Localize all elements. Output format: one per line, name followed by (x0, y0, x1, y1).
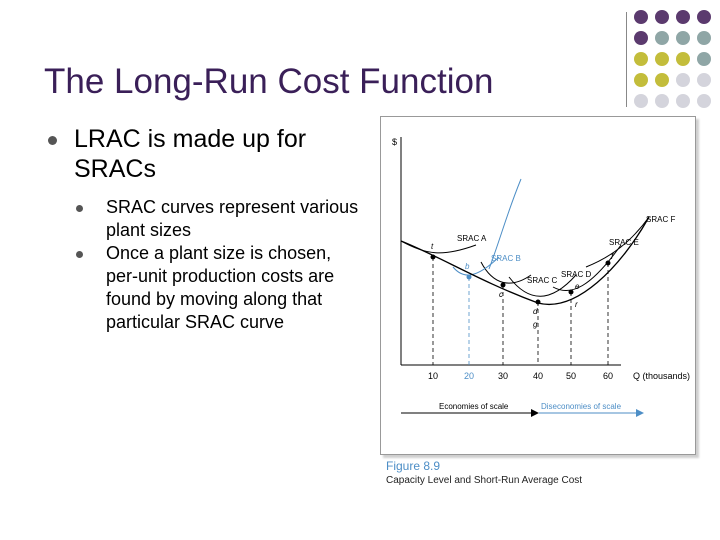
decor-dot (697, 94, 711, 108)
point-label: e (575, 282, 580, 291)
x-tick-label: 30 (498, 371, 508, 381)
economies-label: Economies of scale (439, 402, 509, 411)
srac-d-curve (508, 274, 577, 297)
figure-caption: Figure 8.9 Capacity Level and Short-Run … (386, 458, 582, 488)
point-label: r (575, 300, 578, 309)
highlight-arrow-line (488, 178, 522, 270)
curve-label: SRAC C (527, 276, 557, 285)
divider-line (626, 12, 627, 107)
decor-dot (676, 94, 690, 108)
sub-bullet-dot-icon (76, 251, 83, 258)
decor-dot (655, 31, 669, 45)
decor-dot (634, 31, 648, 45)
srac-a-curve (400, 240, 477, 254)
srac-e-curve (552, 244, 622, 292)
sub-bullet-text: Once a plant size is chosen, per-unit pr… (106, 243, 335, 332)
srac-c-curve (480, 261, 532, 284)
x-tick-label: 50 (566, 371, 576, 381)
decor-dot (634, 73, 648, 87)
sub-bullet-item: Once a plant size is chosen, per-unit pr… (48, 242, 368, 334)
curve-label: SRAC E (609, 238, 639, 247)
point-label: f (611, 252, 614, 261)
cost-diagram: $ Q (thousands) 10 20 30 40 50 60 (392, 137, 690, 417)
drop-lines (432, 257, 609, 365)
x-tick-label: 60 (603, 371, 613, 381)
decor-dot (697, 52, 711, 66)
decor-dot (655, 10, 669, 24)
x-axis-label: Q (thousands) (633, 371, 690, 381)
srac-b-curve (452, 256, 500, 276)
bullet-list: LRAC is made up for SRACs SRAC curves re… (48, 124, 368, 334)
srac-f-curve (585, 216, 650, 268)
bullet-dot-icon (48, 136, 57, 145)
point-label: g (533, 320, 538, 329)
curve-label: SRAC F (646, 215, 675, 224)
sub-bullet-item: SRAC curves represent various plant size… (48, 196, 368, 242)
highlight-point (466, 274, 472, 280)
economies-arrowhead-icon (531, 409, 539, 417)
bullet-text: LRAC is made up for SRACs (74, 125, 307, 183)
decor-dot (676, 52, 690, 66)
decor-dot (676, 31, 690, 45)
decor-dot (655, 94, 669, 108)
diseconomies-label: Diseconomies of scale (541, 402, 622, 411)
sub-bullet-text: SRAC curves represent various plant size… (106, 197, 359, 240)
decor-dot (655, 73, 669, 87)
sub-bullet-dot-icon (76, 205, 83, 212)
x-tick-label: 40 (533, 371, 543, 381)
point-label: d (533, 307, 538, 316)
curve-label: SRAC D (561, 270, 591, 279)
decor-dot (634, 94, 648, 108)
cost-figure: $ Q (thousands) 10 20 30 40 50 60 (380, 116, 696, 455)
y-axis-label: $ (392, 137, 397, 147)
sub-bullet-list: SRAC curves represent various plant size… (48, 196, 368, 334)
curve-label: SRAC B (491, 254, 521, 263)
slide-title: The Long-Run Cost Function (44, 62, 494, 101)
decor-dot (697, 31, 711, 45)
decor-dot (676, 73, 690, 87)
point-label: t (431, 242, 434, 251)
decor-dot (634, 52, 648, 66)
point-label: b (465, 262, 470, 271)
diseconomies-arrowhead-icon (636, 409, 644, 417)
srac-curves (400, 216, 650, 297)
curve-points (430, 254, 611, 305)
bullet-item: LRAC is made up for SRACs (48, 124, 368, 184)
caption-number: Figure 8.9 (386, 459, 441, 473)
curve-label: SRAC A (457, 234, 487, 243)
caption-text: Capacity Level and Short-Run Average Cos… (386, 475, 583, 486)
decor-dot (697, 10, 711, 24)
decor-dot (634, 10, 648, 24)
decorative-dot-grid (634, 10, 720, 115)
decor-dot (655, 52, 669, 66)
decor-dot (697, 73, 711, 87)
x-tick-label: 20 (464, 371, 474, 381)
point-label: c (499, 290, 503, 299)
decor-dot (676, 10, 690, 24)
x-tick-label: 10 (428, 371, 438, 381)
